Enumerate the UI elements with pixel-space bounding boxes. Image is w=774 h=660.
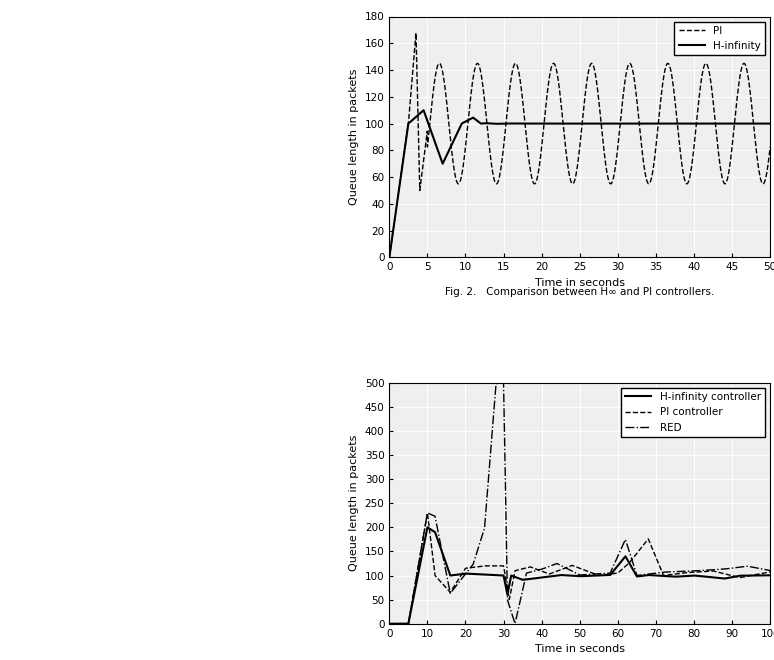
- Y-axis label: Queue length in packets: Queue length in packets: [349, 435, 359, 572]
- H-infinity controller: [632, 572, 642, 580]
- H-infinity controller: [613, 562, 622, 570]
- PI: [765, 143, 774, 151]
- H-infinity: [717, 119, 726, 127]
- H-infinity controller: [698, 572, 707, 580]
- PI controller: [613, 569, 622, 577]
- RED: [698, 566, 707, 574]
- Line: PI: PI: [389, 33, 770, 257]
- RED: [632, 572, 642, 579]
- H-infinity controller: [669, 573, 678, 581]
- PI: [531, 179, 540, 187]
- H-infinity: [758, 119, 767, 127]
- RED: [454, 579, 463, 587]
- X-axis label: Time in seconds: Time in seconds: [535, 644, 625, 654]
- PI: [450, 173, 460, 181]
- PI controller: [698, 568, 707, 576]
- RED: [499, 379, 509, 387]
- Legend: PI, H-infinity: PI, H-infinity: [674, 22, 765, 55]
- H-infinity controller: [765, 572, 774, 579]
- PI controller: [632, 549, 642, 557]
- RED: [530, 567, 539, 575]
- PI: [385, 253, 394, 261]
- H-infinity controller: [423, 523, 432, 531]
- RED: [669, 568, 678, 576]
- H-infinity: [765, 119, 774, 127]
- Legend: H-infinity controller, PI controller, RED: H-infinity controller, PI controller, RE…: [621, 388, 765, 437]
- PI controller: [423, 509, 432, 517]
- H-infinity: [450, 133, 460, 141]
- PI: [717, 172, 726, 180]
- Line: H-infinity controller: H-infinity controller: [389, 527, 770, 624]
- H-infinity: [385, 253, 394, 261]
- RED: [613, 552, 622, 560]
- PI controller: [669, 570, 678, 578]
- H-infinity controller: [385, 620, 394, 628]
- Line: H-infinity: H-infinity: [389, 110, 770, 257]
- Line: RED: RED: [389, 383, 770, 624]
- PI: [428, 90, 437, 98]
- H-infinity controller: [530, 574, 539, 582]
- Y-axis label: Queue length in packets: Queue length in packets: [349, 69, 359, 205]
- PI controller: [454, 576, 463, 583]
- PI: [547, 61, 557, 69]
- PI controller: [765, 568, 774, 576]
- PI: [758, 180, 767, 187]
- H-infinity: [531, 119, 540, 127]
- PI: [411, 29, 420, 37]
- PI controller: [385, 620, 394, 628]
- PI controller: [530, 565, 539, 573]
- Line: PI controller: PI controller: [389, 513, 770, 624]
- RED: [385, 620, 394, 628]
- RED: [765, 566, 774, 574]
- X-axis label: Time in seconds: Time in seconds: [535, 278, 625, 288]
- Text: Fig. 2.   Comparison between H∞ and PI controllers.: Fig. 2. Comparison between H∞ and PI con…: [445, 287, 714, 297]
- H-infinity: [547, 119, 557, 127]
- H-infinity: [419, 106, 428, 114]
- H-infinity: [428, 133, 437, 141]
- H-infinity controller: [454, 570, 463, 578]
